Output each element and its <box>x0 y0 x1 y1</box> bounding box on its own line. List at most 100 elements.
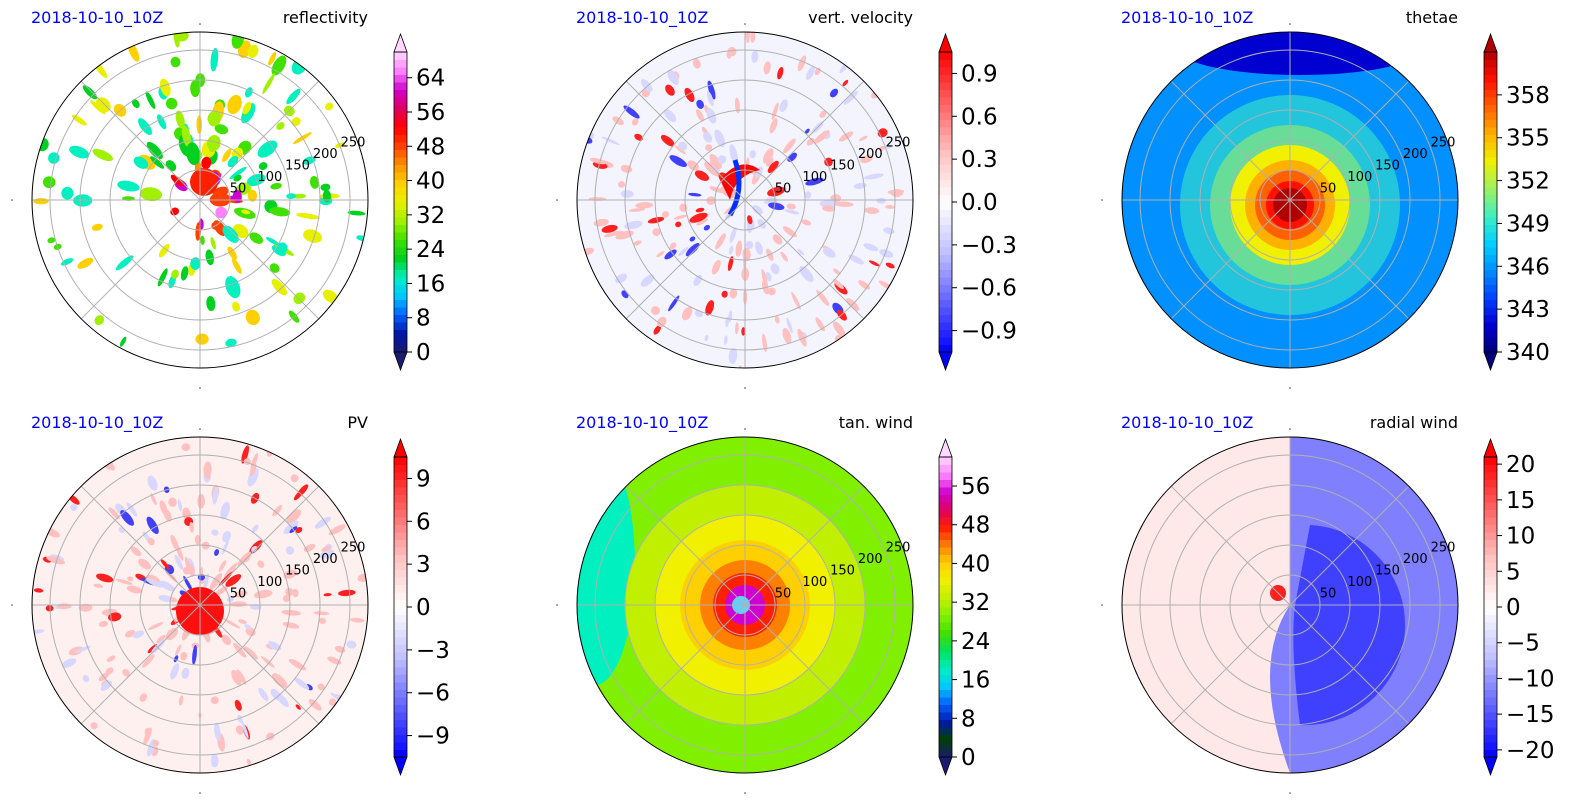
colorbar-segment <box>394 667 407 675</box>
colorbar-segment <box>939 614 952 623</box>
colorbar-segment <box>394 509 407 518</box>
field-cell <box>130 546 142 557</box>
field-cell <box>283 569 297 579</box>
outer-tick <box>199 387 201 389</box>
colorbar-segment <box>939 487 952 495</box>
field-cell <box>237 714 243 724</box>
radial-tick-label: 50 <box>230 587 247 602</box>
radial-spoke <box>744 199 865 320</box>
field-cell <box>836 309 847 321</box>
colorbar-extend-max <box>938 437 953 458</box>
radial-spoke <box>1289 199 1410 320</box>
radial-tick-label: 50 <box>1320 182 1337 197</box>
colorbar-tick-label: −3 <box>416 638 450 664</box>
colorbar-segment <box>394 532 407 540</box>
radial-spoke <box>199 485 320 606</box>
colorbar-segment <box>1484 547 1497 555</box>
field-cell <box>61 658 77 668</box>
field-cell <box>221 634 232 646</box>
field-cell <box>633 240 642 246</box>
colorbar-segment <box>394 67 407 75</box>
field-cell <box>696 99 704 109</box>
colorbar-segment <box>1484 592 1497 600</box>
colorbar-segment <box>1484 562 1497 570</box>
radial-spoke <box>80 604 201 725</box>
colorbar-segment <box>939 697 952 705</box>
colorbar-tick-label: 0 <box>1506 595 1521 621</box>
colorbar: −0.9 −0.6 −0.3 0.0 0.3 0.6 0.9 <box>938 32 1017 372</box>
colorbar-segment <box>394 314 407 323</box>
colorbar-segment <box>1484 209 1497 218</box>
colorbar-frame <box>393 51 408 353</box>
reflectivity-cell <box>200 235 205 246</box>
field-cell <box>589 157 607 165</box>
reflectivity-cell <box>270 182 282 190</box>
colorbar-segment <box>939 562 952 570</box>
field-cell <box>864 207 880 215</box>
colorbar-segment <box>939 734 952 743</box>
colorbar-tick-label: 349 <box>1506 211 1550 237</box>
radial-spoke <box>199 604 320 725</box>
field-cell <box>96 573 114 583</box>
colorbar-segment <box>939 659 952 668</box>
colorbar-tick-label: 0.9 <box>961 61 998 87</box>
field-cell <box>294 677 310 690</box>
field-cell <box>735 240 743 257</box>
reflectivity-cell <box>210 47 219 72</box>
colorbar-segment <box>394 104 407 113</box>
panel-pv: 2018-10-10_10Z PV 50 100 150 200 250 −9 −6 −3 0 3… <box>0 405 525 809</box>
field-cell <box>709 186 724 193</box>
field-cell <box>689 212 708 223</box>
colorbar-tick-label: −15 <box>1506 702 1555 728</box>
field-cell <box>688 192 702 197</box>
field-cell <box>115 578 133 585</box>
field-cell <box>78 603 93 612</box>
timestamp-label: 2018-10-10_10Z <box>31 8 164 27</box>
field-cell <box>235 725 244 735</box>
colorbar-segment <box>1484 284 1497 293</box>
field-cell <box>762 148 774 164</box>
field-cell <box>729 144 738 164</box>
colorbar-segment <box>939 149 952 158</box>
colorbar-segment <box>394 277 407 285</box>
field-cell <box>864 173 884 180</box>
colorbar-segment <box>939 112 952 120</box>
field-cell <box>678 141 688 151</box>
radial-tick-label: 100 <box>257 170 282 185</box>
colorbar-segment <box>1484 97 1497 105</box>
field-cell <box>728 347 738 364</box>
reflectivity-cell <box>268 51 277 66</box>
field-cell <box>832 268 841 275</box>
reflectivity-cell <box>232 301 240 312</box>
colorbar-segment <box>939 524 952 533</box>
colorbar-segment <box>394 659 407 668</box>
colorbar-segment <box>939 194 952 203</box>
colorbar-segment <box>939 314 952 323</box>
field-cell <box>338 589 356 597</box>
field-cell <box>869 260 880 267</box>
field-cell <box>105 667 114 675</box>
radial-tick-label: 150 <box>285 159 310 174</box>
colorbar-segment <box>1484 187 1497 195</box>
field-cell <box>251 545 258 553</box>
colorbar-segment <box>939 307 952 315</box>
reflectivity-cell <box>231 258 242 274</box>
field-cell <box>231 669 242 686</box>
field-cell <box>286 509 302 524</box>
field-cell <box>780 251 788 262</box>
field-cell <box>214 549 220 556</box>
colorbar-tick-label: 40 <box>416 169 445 195</box>
colorbar-tick-label: 5 <box>1506 559 1521 585</box>
colorbar-segment <box>1484 134 1497 143</box>
field-cell <box>214 722 221 741</box>
reflectivity-cell <box>291 57 308 75</box>
colorbar-segment <box>1484 509 1497 518</box>
colorbar: −9 −6 −3 0 3 6 9 <box>393 437 450 777</box>
outer-tick <box>1289 387 1291 389</box>
reflectivity-cell <box>171 269 179 279</box>
colorbar-segment <box>394 284 407 293</box>
colorbar-segment <box>1484 179 1497 188</box>
outer-tick <box>556 604 558 606</box>
field-cell <box>223 618 241 629</box>
